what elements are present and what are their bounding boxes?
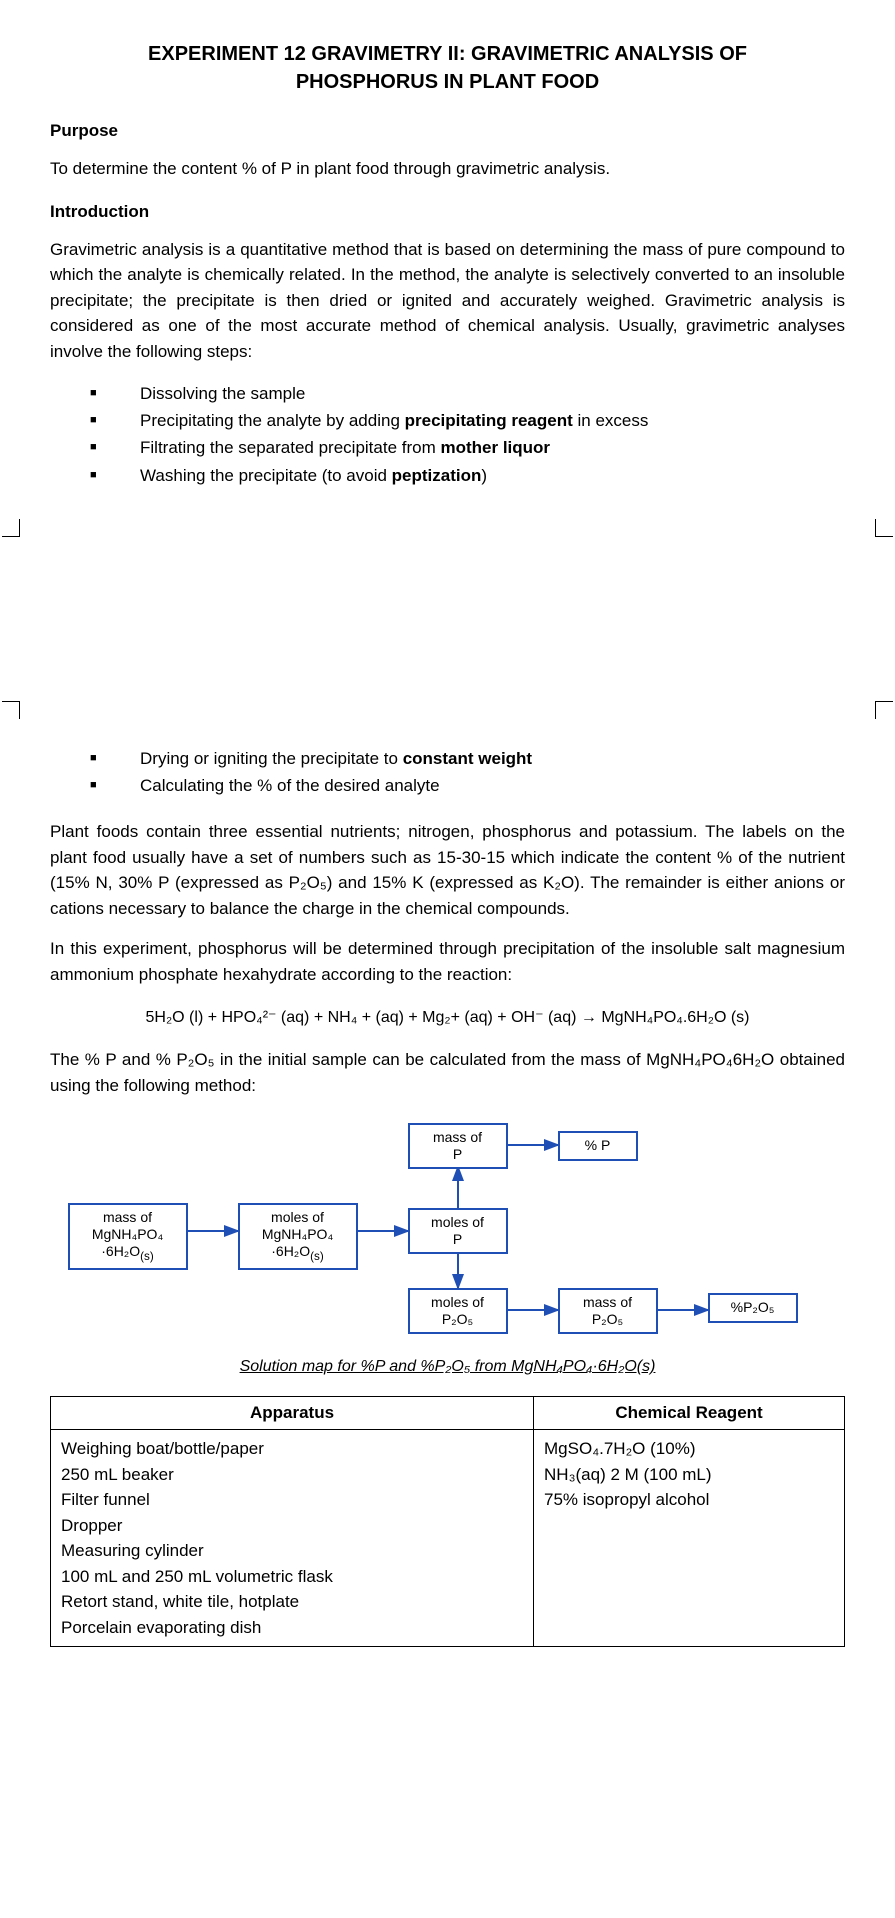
flowchart-caption: Solution map for %P and %P₂O₅ from MgNH₄… [50,1358,845,1376]
list-item: Precipitating the analyte by adding prec… [90,407,845,434]
apparatus-cell: Weighing boat/bottle/paper250 mL beakerF… [51,1430,534,1647]
document-title: EXPERIMENT 12 GRAVIMETRY II: GRAVIMETRIC… [50,40,845,96]
purpose-text: To determine the content % of P in plant… [50,156,845,182]
table-row: Porcelain evaporating dish [61,1615,523,1641]
table-row: 100 mL and 250 mL volumetric flask [61,1564,523,1590]
table-row: Filter funnel [61,1487,523,1513]
list-item: Filtrating the separated precipitate fro… [90,434,845,461]
purpose-heading: Purpose [50,121,845,141]
table-row: 250 mL beaker [61,1462,523,1488]
list-item: Calculating the % of the desired analyte [90,772,845,799]
list-item: Dissolving the sample [90,380,845,407]
intro-p4: The % P and % P₂O₅ in the initial sample… [50,1047,845,1098]
flowchart-box: moles ofMgNH₄PO₄·6H₂O(s) [238,1203,358,1269]
solution-map-flowchart: mass ofMgNH₄PO₄·6H₂O(s) moles ofMgNH₄PO₄·… [68,1113,828,1343]
reaction-equation: 5H₂O (l) + HPO₄²⁻ (aq) + NH₄ + (aq) + Mg… [50,1007,845,1027]
steps-list-a: Dissolving the sample Precipitating the … [50,380,845,489]
table-row: NH₃(aq) 2 M (100 mL) [544,1462,834,1488]
table-row: 75% isopropyl alcohol [544,1487,834,1513]
flowchart-box: moles ofP₂O₅ [408,1288,508,1334]
apparatus-list: Weighing boat/bottle/paper250 mL beakerF… [61,1436,523,1640]
page-break-spacer [50,509,845,729]
crop-mark-icon [875,519,893,537]
table-header-reagent: Chemical Reagent [534,1397,845,1430]
list-item: Drying or igniting the precipitate to co… [90,745,845,772]
table-row: MgSO₄.7H₂O (10%) [544,1436,834,1462]
flowchart-box: %P₂O₅ [708,1293,798,1323]
table-header-apparatus: Apparatus [51,1397,534,1430]
flowchart-box: % P [558,1131,638,1161]
table-row: Measuring cylinder [61,1538,523,1564]
crop-mark-icon [875,701,893,719]
intro-p3: In this experiment, phosphorus will be d… [50,936,845,987]
title-line1: EXPERIMENT 12 GRAVIMETRY II: GRAVIMETRIC… [148,43,747,65]
table-row: Retort stand, white tile, hotplate [61,1589,523,1615]
steps-list-b: Drying or igniting the precipitate to co… [50,745,845,799]
table-row: Dropper [61,1513,523,1539]
title-line2: PHOSPHORUS IN PLANT FOOD [296,71,599,93]
flowchart-box: mass ofMgNH₄PO₄·6H₂O(s) [68,1203,188,1269]
flowchart-box: moles ofP [408,1208,508,1254]
apparatus-reagent-table: Apparatus Chemical Reagent Weighing boat… [50,1396,845,1647]
intro-p1: Gravimetric analysis is a quantitative m… [50,237,845,365]
reagent-list: MgSO₄.7H₂O (10%)NH₃(aq) 2 M (100 mL)75% … [544,1436,834,1513]
flowchart-box: mass ofP₂O₅ [558,1288,658,1334]
table-row: Weighing boat/bottle/paper [61,1436,523,1462]
crop-mark-icon [2,519,20,537]
crop-mark-icon [2,701,20,719]
intro-p2: Plant foods contain three essential nutr… [50,819,845,921]
flowchart-box: mass ofP [408,1123,508,1169]
intro-heading: Introduction [50,202,845,222]
reagent-cell: MgSO₄.7H₂O (10%)NH₃(aq) 2 M (100 mL)75% … [534,1430,845,1647]
list-item: Washing the precipitate (to avoid peptiz… [90,462,845,489]
